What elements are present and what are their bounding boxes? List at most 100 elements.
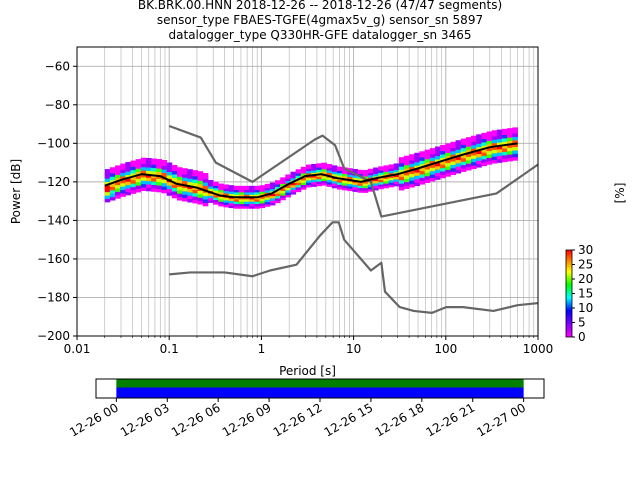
heatmap-cell [171,181,178,189]
heatmap-cell [476,154,482,161]
y-tick-label: −140 [37,213,70,227]
heatmap-cell [450,148,457,155]
heatmap-cell [207,186,214,192]
heatmap-cell [295,171,302,176]
heatmap-cell [192,176,199,184]
heatmap-cell [223,186,229,192]
heatmap-cell [161,180,168,187]
heatmap-cell [434,170,441,177]
heatmap-cell [352,182,358,188]
heatmap-cell [233,192,240,198]
heatmap-cell [512,154,518,161]
heatmap-cell [476,151,482,158]
heatmap-cell [151,175,157,182]
heatmap-cell [393,168,400,173]
heatmap-cell [393,165,400,171]
timeline-tick-label: 12-26 18 [373,400,427,439]
heatmap-cell [336,178,343,183]
heatmap-cell [207,193,214,199]
heatmap-cell [228,203,235,209]
heatmap-cell [285,188,291,193]
heatmap-cell [321,179,328,184]
heatmap-cell [115,165,121,172]
heatmap-cell [336,180,343,185]
heatmap-cell [166,165,173,173]
heatmap-cell [378,173,384,178]
y-tick-label: −180 [37,290,70,304]
heatmap-cell [176,184,183,191]
heatmap-cell [378,178,384,183]
heatmap-cell [460,155,467,162]
heatmap-cell [290,183,297,188]
heatmap-cell [409,181,415,188]
heatmap-cell [264,202,271,207]
heatmap-cell [378,168,384,173]
heatmap-cell [259,196,266,202]
heatmap-cell [481,149,487,156]
heatmap-cell [404,162,410,169]
heatmap-cell [182,171,188,178]
heatmap-cell [202,200,209,207]
heatmap-cell [254,199,260,205]
axes: 0.01 0.1 1 10 100 1000 −60 −80 −100 −120 −140 −160 −… [9,46,553,378]
heatmap-cell [269,182,276,187]
timeline-tick-label: 12-26 06 [169,400,223,439]
heatmap-cell [378,166,384,171]
timeline-tick-label: 12-27 00 [474,400,528,439]
heatmap-cell [336,168,343,174]
heatmap-cell [249,197,255,202]
heatmap-cell [223,189,229,194]
heatmap-cell [290,176,297,181]
heatmap-cell [146,157,152,165]
heatmap-cell [140,181,147,188]
y-tick-label: −60 [45,59,70,73]
heatmap-cell [471,162,477,170]
heatmap-cell [156,182,162,189]
heatmap-cell [233,185,240,191]
heatmap-cell [342,172,348,177]
heatmap-cell [104,172,111,179]
heatmap-cell [176,174,183,181]
heatmap-cell [140,157,147,164]
heatmap-cell [213,184,219,189]
heatmap-cell [264,186,271,191]
heatmap-cell [161,166,168,173]
heatmap-cell [197,181,204,188]
heatmap-cell [321,167,328,172]
heatmap-cell [326,164,333,169]
heatmap-cell [295,173,302,179]
heatmap-cell [269,187,276,192]
heatmap-cell [440,165,446,172]
heatmap-cell [409,161,415,168]
heatmap-cell [171,178,178,185]
heatmap-cell [481,139,487,146]
heatmap-cell [171,175,178,182]
heatmap-cell [151,165,157,172]
heatmap-cell [156,186,162,193]
heatmap-cell [264,188,271,193]
heatmap-cell [109,167,116,174]
heatmap-cell [460,165,467,172]
heatmap-cell [409,157,415,164]
heatmap-cell [419,158,426,165]
heatmap-cell [182,195,188,202]
heatmap-cell [486,141,493,148]
heatmap-cell [404,182,410,189]
heatmap-cell [424,156,431,163]
heatmap-cell [321,169,328,174]
heatmap-cell [373,186,379,191]
heatmap-cell [460,142,467,149]
heatmap-cell [331,165,338,170]
heatmap-cell [197,178,204,185]
heatmap-cell [398,180,405,188]
heatmap-cell [357,176,364,182]
timeline-tick-label: 12-26 00 [67,400,121,439]
heatmap-cell [156,165,162,172]
heatmap-cell [404,172,410,179]
heatmap-cell [378,182,384,187]
heatmap-cell [502,128,508,136]
heatmap-cell [440,172,446,179]
heatmap-cell [264,190,271,196]
heatmap-cell [285,176,291,182]
heatmap-cell [275,184,281,190]
